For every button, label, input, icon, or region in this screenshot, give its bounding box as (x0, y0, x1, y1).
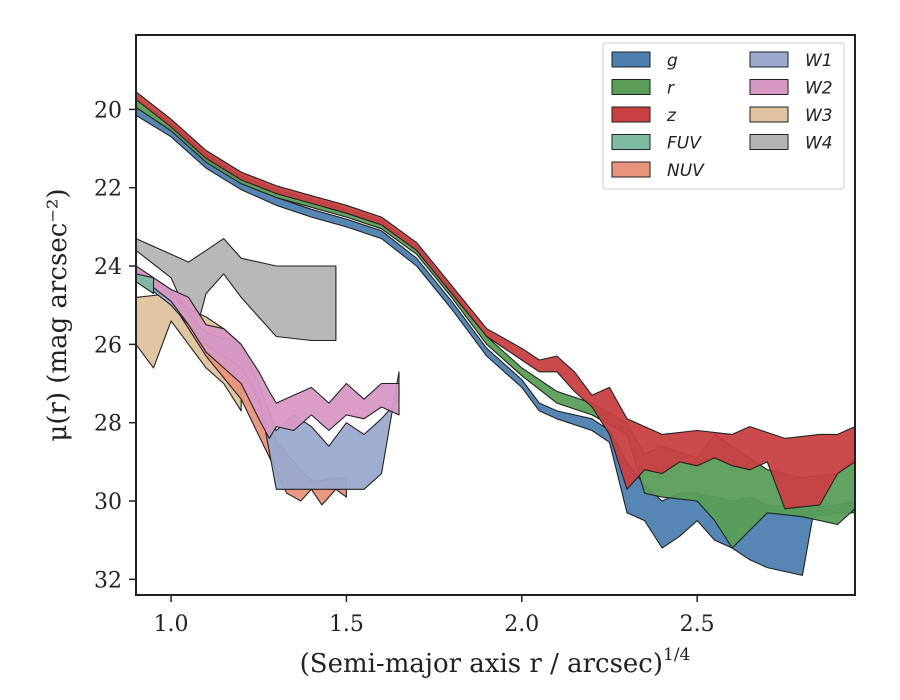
legend-label-w1: W1 (805, 51, 833, 71)
legend-swatch-w1 (749, 51, 789, 68)
y-tick-label: 22 (94, 177, 122, 202)
bands-layer (136, 91, 855, 576)
y-tick-label: 24 (94, 255, 122, 280)
band-z (136, 91, 855, 510)
legend: grz FUV NUV W1 W2 W3 W4 (602, 42, 845, 190)
y-axis-title: μ(r) (mag arcsec⁻²) (43, 188, 73, 441)
legend-label-w4: W4 (805, 134, 833, 154)
legend-label-r: r (667, 79, 675, 99)
x-axis-title: (Semi-major axis r / arcsec)1/4 (300, 645, 691, 679)
y-tick-label: 26 (94, 333, 122, 358)
legend-swatch-nuv (611, 161, 651, 178)
legend-swatch-w4 (749, 134, 789, 150)
x-tick-label: 1.0 (154, 612, 189, 637)
legend-label-w3: W3 (805, 106, 833, 126)
y-tick-label: 32 (94, 568, 122, 593)
legend-swatch-z (611, 106, 651, 123)
legend-label-z: z (666, 106, 677, 126)
x-tick-label: 2.0 (504, 612, 539, 637)
plot-frame (135, 34, 856, 596)
legend-swatch-fuv (611, 134, 651, 150)
band-fuv (136, 273, 155, 295)
y-tick-label: 20 (94, 98, 122, 123)
legend-label-g: g (667, 51, 678, 71)
band-w2 (136, 265, 400, 439)
legend-swatch-w2 (749, 79, 789, 95)
y-tick-label: 28 (94, 412, 122, 437)
legend-label-fuv: FUV (667, 134, 702, 154)
legend-label-nuv: NUV (667, 161, 705, 181)
legend-label-w2: W2 (805, 79, 833, 99)
legend-swatch-g (611, 51, 651, 68)
x-tick-label: 2.5 (680, 612, 715, 637)
axis-ticks: 1.0 1.5 2.0 2.5 20 22 24 26 28 30 32 (94, 98, 715, 637)
legend-swatch-w3 (749, 106, 789, 123)
y-tick-label: 30 (94, 490, 122, 515)
legend-swatch-r (611, 79, 651, 95)
x-tick-label: 1.5 (329, 612, 364, 637)
